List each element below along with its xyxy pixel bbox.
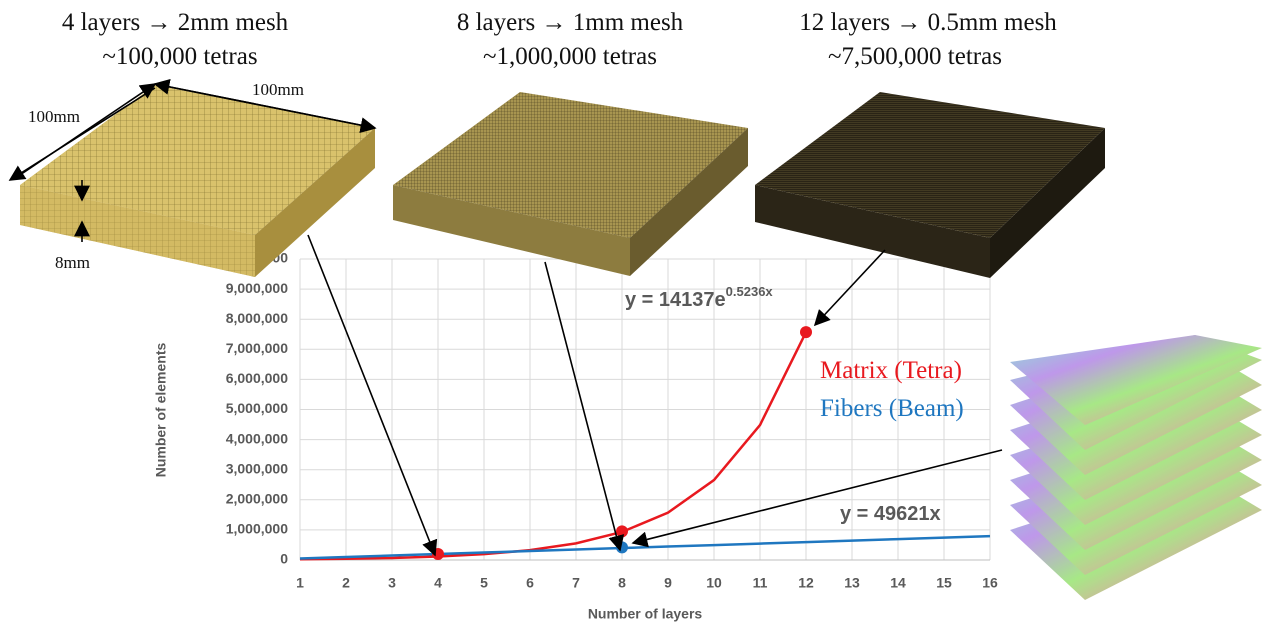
x-tick-label: 14 [890,575,906,591]
equation-base: y = 14137e [625,289,726,311]
caption: 8 layers → 1mm mesh [457,9,684,36]
x-tick-label: 9 [664,575,672,591]
caption: 12 layers → 0.5mm mesh [799,9,1057,36]
x-tick-label: 10 [706,575,722,591]
x-tick-label: 13 [844,575,860,591]
y-tick-label: 5,000,000 [226,400,288,416]
y-tick-label: 0 [280,551,288,567]
mesh-slab-12 [755,92,1105,278]
fiber-stack [1010,335,1262,600]
x-tick-label: 1 [296,575,304,591]
dimension-label: 8mm [55,253,90,272]
mesh-slab-8 [393,92,748,276]
y-tick-label: 7,000,000 [226,340,288,356]
equation-exponent: 0.5236x [726,284,774,299]
y-tick-label: 9,000,000 [226,280,288,296]
x-tick-label: 12 [798,575,814,591]
x-tick-label: 11 [753,575,768,591]
dimension-label: 100mm [28,107,80,126]
equation: y = 49621x [840,503,941,525]
y-tick-label: 4,000,000 [226,430,288,446]
x-tick-label: 3 [388,575,396,591]
y-tick-label: 8,000,000 [226,310,288,326]
y-tick-label: 2,000,000 [226,491,288,507]
caption: ~1,000,000 tetras [483,43,657,70]
figure: 0 1,000,000 2,000,000 3,000,000 4,000,000 5,0… [0,0,1266,626]
caption: 4 layers → 2mm mesh [62,9,289,36]
x-tick-label: 4 [434,575,442,591]
caption: ~7,500,000 tetras [828,43,1002,70]
highlight-point [616,525,628,537]
x-tick-label: 15 [936,575,952,591]
caption: ~100,000 tetras [102,43,257,70]
legend: Matrix (Tetra) Fibers (Beam) [820,357,964,422]
legend-entry: Fibers (Beam) [820,395,964,422]
x-tick-label: 5 [480,575,488,591]
x-tick-label: 2 [342,575,350,591]
y-axis-title: Number of elements [153,342,169,477]
series-line [300,332,806,559]
legend-entry: Matrix (Tetra) [820,357,962,384]
x-tick-label: 16 [982,575,998,591]
equation: y = 14137e0.5236x [625,284,773,311]
x-axis-title: Number of layers [588,606,703,622]
dimension-label: 100mm [252,80,304,99]
x-tick-label: 8 [618,575,626,591]
y-tick-label: 3,000,000 [226,460,288,476]
y-tick-label: 6,000,000 [226,370,288,386]
x-tick-label: 6 [526,575,534,591]
x-tick-label: 7 [572,575,580,591]
y-tick-label: 1,000,000 [226,521,288,537]
highlight-point [800,326,812,338]
